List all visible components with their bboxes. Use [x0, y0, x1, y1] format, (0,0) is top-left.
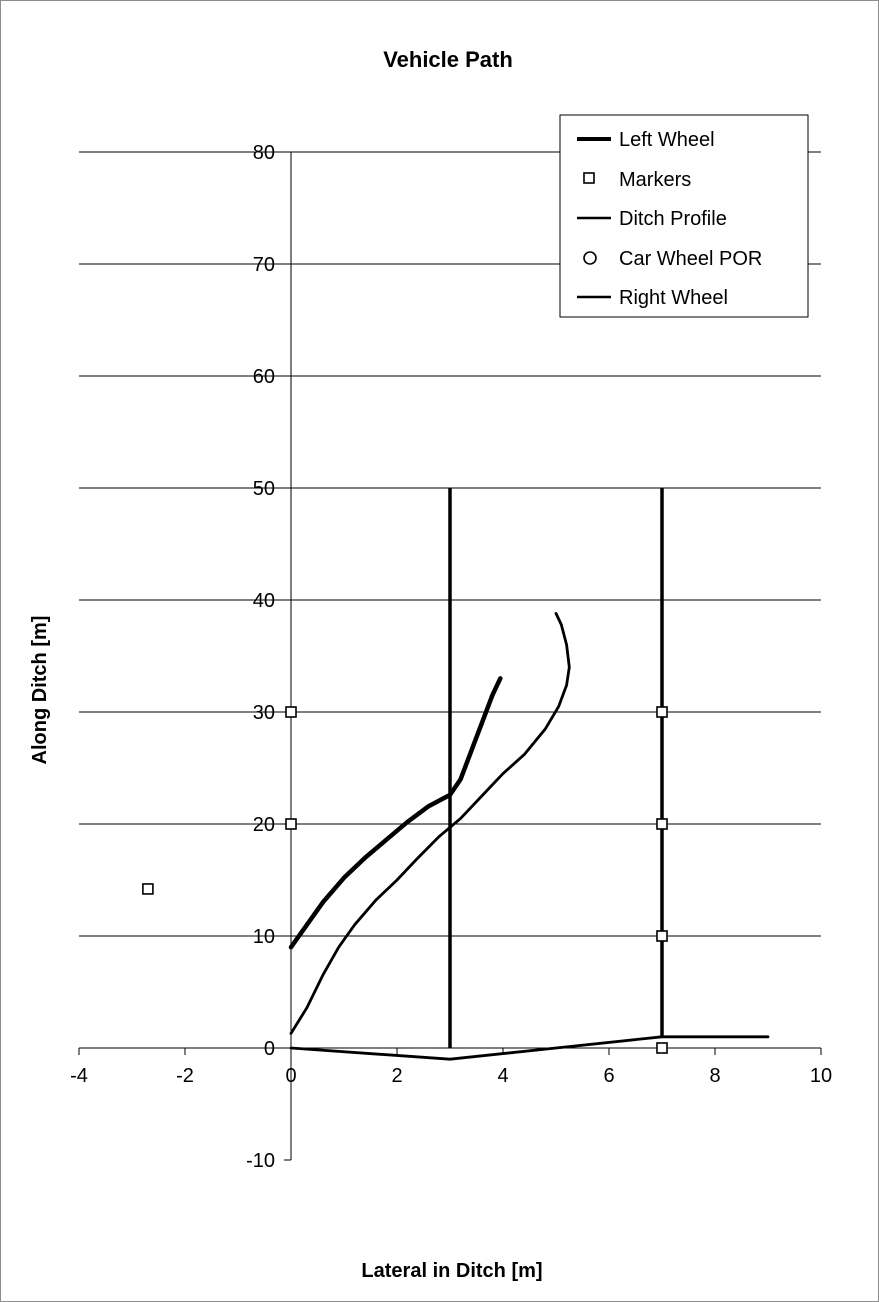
- x-tick-label: 0: [285, 1065, 296, 1087]
- y-tick-label: 80: [253, 142, 275, 164]
- x-tick-label: 4: [497, 1065, 508, 1087]
- marker-point: [142, 883, 154, 895]
- y-tick-label: 40: [253, 590, 275, 612]
- y-tick-label: 0: [264, 1038, 275, 1060]
- marker-point: [285, 706, 297, 718]
- x-tick-label: 8: [709, 1065, 720, 1087]
- y-tick-label: 50: [253, 478, 275, 500]
- x-tick-label: -2: [176, 1065, 194, 1087]
- legend-label-markers: Markers: [619, 169, 691, 191]
- y-tick-label: 10: [253, 926, 275, 948]
- legend-symbol-car-wheel-por: [583, 251, 597, 265]
- series-line-right-wheel: [289, 612, 571, 1035]
- legend-symbol-markers: [583, 172, 595, 184]
- chart-title: Vehicle Path: [383, 47, 513, 72]
- legend-label-ditch-profile: Ditch Profile: [619, 208, 727, 230]
- x-axis-title: Lateral in Ditch [m]: [361, 1260, 542, 1282]
- plot-area: [142, 488, 770, 1061]
- legend-label-car-wheel-por: Car Wheel POR: [619, 248, 762, 270]
- y-tick-label: 60: [253, 366, 275, 388]
- y-axis-title: Along Ditch [m]: [29, 616, 51, 765]
- y-tick-label: 70: [253, 254, 275, 276]
- series-line-left-wheel: [288, 676, 503, 950]
- y-tick-label: 20: [253, 814, 275, 836]
- y-tick-label: -10: [246, 1150, 275, 1172]
- y-tick-label: 30: [253, 702, 275, 724]
- marker-point: [656, 1042, 668, 1054]
- x-tick-label: -4: [70, 1065, 88, 1087]
- legend-box: [559, 114, 809, 318]
- marker-point: [656, 818, 668, 830]
- x-tick-label: 2: [391, 1065, 402, 1087]
- marker-point: [285, 818, 297, 830]
- marker-point: [656, 930, 668, 942]
- legend-label-left-wheel: Left Wheel: [619, 129, 715, 151]
- tick-labels: -4 -2 0 2 4 6 8 10 -10 0 10 20 30 40 50 60 70 80: [70, 142, 832, 1172]
- series-line-ditch-profile: [289, 1035, 770, 1061]
- x-tick-label: 6: [603, 1065, 614, 1087]
- x-tick-label: 10: [810, 1065, 832, 1087]
- legend: Left Wheel Markers Ditch Profile Car Whe…: [559, 114, 809, 318]
- marker-point: [656, 706, 668, 718]
- legend-label-right-wheel: Right Wheel: [619, 287, 728, 309]
